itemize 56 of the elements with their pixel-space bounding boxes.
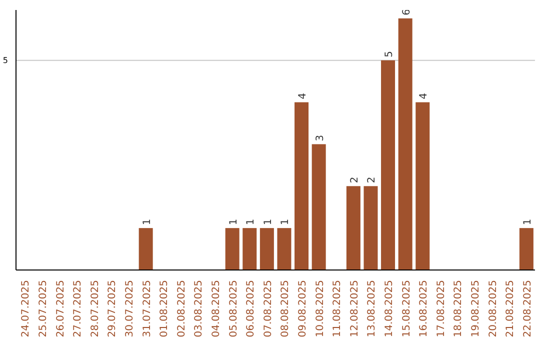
- bar: [294, 102, 309, 270]
- x-tick-label: 24.07.2025: [20, 280, 32, 338]
- x-tick-label: 08.08.2025: [280, 280, 292, 338]
- data-label: 1: [262, 218, 274, 226]
- data-label: 1: [142, 218, 153, 226]
- data-label: 1: [228, 218, 240, 226]
- x-tick-label: 16.08.2025: [418, 280, 430, 338]
- x-tick-label: 05.08.2025: [228, 280, 240, 338]
- x-tick-label: 27.07.2025: [72, 280, 84, 338]
- x-tick-label: 21.08.2025: [505, 280, 516, 338]
- bar: [381, 60, 396, 270]
- data-label: 3: [314, 134, 326, 142]
- bar: [277, 228, 292, 270]
- bar: [346, 186, 360, 270]
- x-tick-label: 25.07.2025: [38, 280, 49, 338]
- x-tick-label: 14.08.2025: [384, 280, 395, 338]
- bar: [519, 228, 534, 270]
- data-label: 6: [401, 9, 412, 16]
- x-tick-label: 10.08.2025: [314, 280, 326, 338]
- data-label: 4: [298, 92, 309, 100]
- x-tick-label: 13.08.2025: [366, 280, 378, 338]
- data-label: 1: [246, 218, 257, 226]
- data-label: 4: [418, 92, 430, 100]
- data-label: 5: [384, 50, 396, 58]
- x-tick-label: 15.08.2025: [401, 280, 412, 338]
- x-tick-label: 29.07.2025: [107, 280, 118, 338]
- x-tick-label: 09.08.2025: [297, 280, 308, 338]
- bar: [138, 228, 153, 270]
- data-label: 1: [522, 218, 534, 226]
- x-tick-label: 01.08.2025: [159, 280, 170, 338]
- x-tick-label: 11.08.2025: [332, 280, 344, 338]
- x-tick-label: 30.07.2025: [124, 280, 136, 338]
- x-tick-label: 02.08.2025: [176, 280, 188, 338]
- data-label: 1: [280, 218, 292, 226]
- x-tick-label: 28.07.2025: [90, 280, 101, 338]
- bar: [364, 186, 378, 270]
- data-label: 2: [366, 176, 378, 184]
- x-tick-label: 18.08.2025: [453, 280, 464, 338]
- data-label: 2: [349, 176, 360, 184]
- x-tick-label: 03.08.2025: [194, 280, 205, 338]
- bar: [225, 228, 240, 270]
- bar: [260, 228, 274, 270]
- x-tick-label: 26.07.2025: [55, 280, 66, 338]
- x-tick-label: 12.08.2025: [349, 280, 360, 338]
- x-tick-label: 20.08.2025: [488, 280, 499, 338]
- x-tick-label: 17.08.2025: [436, 280, 447, 338]
- x-tick-label: 04.08.2025: [210, 280, 222, 338]
- x-tick-label: 22.08.2025: [522, 280, 534, 338]
- x-tick-label: 19.08.2025: [470, 280, 482, 338]
- x-tick-label: 06.08.2025: [246, 280, 257, 338]
- x-tick-label: 31.07.2025: [142, 280, 153, 338]
- bar: [312, 144, 326, 270]
- bar: [398, 18, 412, 270]
- x-tick-label: 07.08.2025: [262, 280, 274, 338]
- bar: [242, 228, 257, 270]
- bar: [416, 102, 430, 270]
